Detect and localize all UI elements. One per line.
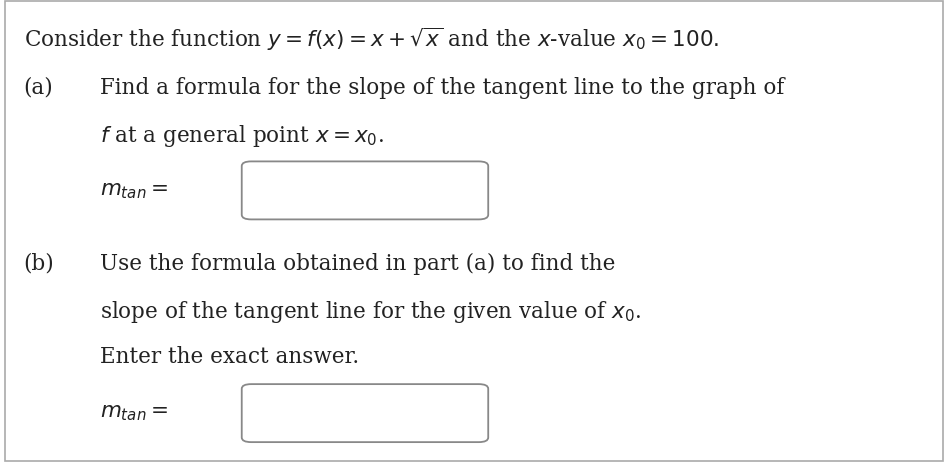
- Text: Use the formula obtained in part (a) to find the: Use the formula obtained in part (a) to …: [100, 252, 615, 275]
- FancyBboxPatch shape: [5, 2, 943, 461]
- FancyBboxPatch shape: [242, 384, 488, 442]
- Text: Find a formula for the slope of the tangent line to the graph of: Find a formula for the slope of the tang…: [100, 76, 784, 98]
- Text: (a): (a): [24, 76, 53, 98]
- Text: $m_{tan} =$: $m_{tan} =$: [100, 178, 168, 200]
- Text: Consider the function $y = f(x) = x + \sqrt{x}$ and the $x$-value $x_0 = 100.$: Consider the function $y = f(x) = x + \s…: [24, 25, 719, 53]
- FancyBboxPatch shape: [242, 162, 488, 220]
- Text: $m_{tan} =$: $m_{tan} =$: [100, 400, 168, 422]
- Text: $f$ at a general point $x = x_0$.: $f$ at a general point $x = x_0$.: [100, 123, 383, 149]
- Text: slope of the tangent line for the given value of $x_0$.: slope of the tangent line for the given …: [100, 299, 641, 325]
- Text: (b): (b): [24, 252, 54, 274]
- Text: Enter the exact answer.: Enter the exact answer.: [100, 345, 358, 367]
